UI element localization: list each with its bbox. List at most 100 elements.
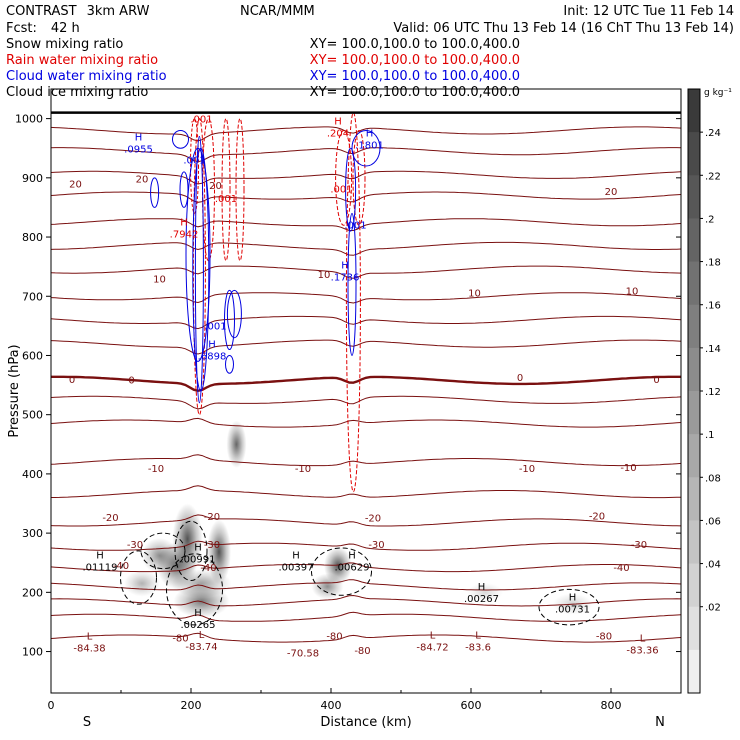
x-tick-label: 200 — [181, 699, 202, 712]
extremum-value: .1736 — [331, 272, 360, 283]
extremum-value: .001 — [215, 194, 237, 205]
extremum-label: .001 — [190, 115, 212, 126]
extremum-value: -84.72 — [416, 642, 448, 653]
cloud-water-contour — [179, 171, 189, 208]
cloud-water-contour — [150, 177, 160, 208]
field-xy: XY= 100.0,100.0 to 100.0,400.0 — [310, 53, 520, 68]
isotherm-label: -30 — [368, 540, 384, 551]
isotherm-60 — [51, 126, 681, 142]
ice-contour — [174, 520, 208, 581]
init-time: Init: 12 UTC Tue 11 Feb 14 — [563, 4, 734, 19]
cloud-water-contour — [347, 212, 357, 356]
extremum-label: H.7942 — [170, 218, 199, 241]
experiment-title: CONTRAST 3km ARW — [6, 4, 150, 19]
colorbar-swatch — [688, 175, 700, 219]
isotherm-55 — [51, 147, 681, 163]
isotherm--20 — [51, 514, 681, 527]
isotherm-0 — [51, 417, 681, 428]
extremum-label: H.01119 — [83, 551, 118, 574]
extremum-letter: L — [475, 630, 481, 641]
isotherm--40 — [51, 562, 681, 573]
ice-snow-shading — [124, 420, 593, 618]
isotherm-label: -20 — [204, 512, 220, 523]
y-tick-label: 100 — [22, 646, 43, 659]
extremum-value: .00731 — [555, 605, 590, 616]
extremum-label: H.1736 — [331, 260, 360, 283]
isotherm-label: -20 — [589, 511, 605, 522]
isotherm--60 — [51, 594, 681, 607]
extremum-value: -83.36 — [626, 645, 658, 656]
isotherm-label: 10 — [468, 289, 481, 300]
isotherm-label: -80 — [326, 632, 342, 643]
rain-contour — [221, 118, 231, 262]
x-tick-label: 400 — [321, 699, 342, 712]
x-axis-label: Distance (km) — [320, 715, 411, 730]
rain-contour — [235, 118, 245, 262]
y-tick-label: 1000 — [15, 113, 43, 126]
isotherm-label: 10 — [626, 286, 639, 297]
x-tick-label: 800 — [601, 699, 622, 712]
extremum-label: H.00265 — [181, 608, 216, 631]
isotherm-25 — [51, 292, 681, 304]
isotherm--70 — [51, 611, 681, 622]
extremum-value: -83.6 — [465, 642, 491, 653]
extremum-label: L-83.74 — [185, 630, 217, 653]
isotherm--80 — [51, 632, 681, 643]
extremum-value: .001 — [330, 184, 352, 195]
extremum-value: .00629 — [335, 563, 370, 574]
isotherm-30 — [51, 265, 681, 279]
x-tick-label: 0 — [48, 699, 55, 712]
extremum-letter: H — [366, 128, 374, 139]
shade-blob — [172, 503, 203, 575]
cloud-water-contour — [172, 129, 189, 149]
field-name: Cloud water mixing ratio — [6, 69, 167, 84]
isotherm-label: -10 — [620, 463, 636, 474]
isotherm-45 — [51, 191, 681, 203]
rain-contour — [345, 112, 361, 493]
cloud-water-contour — [345, 147, 357, 232]
extremum-label: L-84.38 — [73, 632, 105, 655]
shade-blob — [467, 582, 503, 602]
cloud-water-contour — [224, 289, 235, 351]
isotherm-label: -30 — [631, 540, 647, 551]
extremum-label: H.00629 — [335, 551, 370, 574]
isotherm-15 — [51, 339, 681, 355]
colorbar-label: .14 — [705, 344, 721, 355]
ice-contour — [538, 588, 600, 626]
isotherm-label: -20 — [365, 514, 381, 525]
field-name: Snow mixing ratio — [6, 37, 123, 52]
shade-blob — [124, 570, 160, 597]
colorbar-label: .08 — [705, 473, 721, 484]
extremum-letter: L — [87, 632, 93, 643]
y-tick-label: 500 — [22, 409, 43, 422]
extremum-label: H.1801 — [355, 128, 384, 151]
rain-contour — [192, 118, 206, 416]
extremum-letter: H — [292, 551, 300, 562]
colorbar-label: .18 — [705, 258, 721, 269]
field-name: Rain water mixing ratio — [6, 53, 158, 68]
cloud-water-contour — [225, 354, 234, 374]
colorbar-swatch — [688, 347, 700, 392]
extremum-label: H.00267 — [464, 582, 499, 605]
isotherm-label: -30 — [127, 540, 143, 551]
plot-content — [51, 111, 681, 643]
colorbar-unit: g kg⁻¹ — [704, 88, 732, 98]
extremum-letter: H — [478, 582, 486, 593]
extremum-label: .001 — [330, 184, 352, 195]
isotherm-label: -70.58 — [287, 649, 319, 660]
cloud-water-contour — [351, 129, 381, 167]
rain-contour — [202, 118, 215, 262]
field-xy: XY= 100.0,100.0 to 100.0,400.0 — [310, 85, 520, 100]
field-legend: Snow mixing ratio XY= 100.0,100.0 to 100.… — [6, 37, 520, 100]
isotherm-label: -40 — [200, 563, 216, 574]
extremum-label: H.00397 — [279, 551, 314, 574]
x-end-right: N — [655, 715, 665, 730]
extremum-letter: L — [430, 630, 436, 641]
colorbar-swatch — [688, 391, 700, 435]
extremum-label: .001 — [344, 221, 366, 232]
cloud-water-contour — [226, 289, 242, 339]
isotherm-label: -80 — [596, 632, 612, 643]
header: CONTRAST 3km ARW NCAR/MMM Init: 12 UTC Tu… — [6, 4, 734, 36]
hydrometeor-contours — [120, 112, 600, 626]
